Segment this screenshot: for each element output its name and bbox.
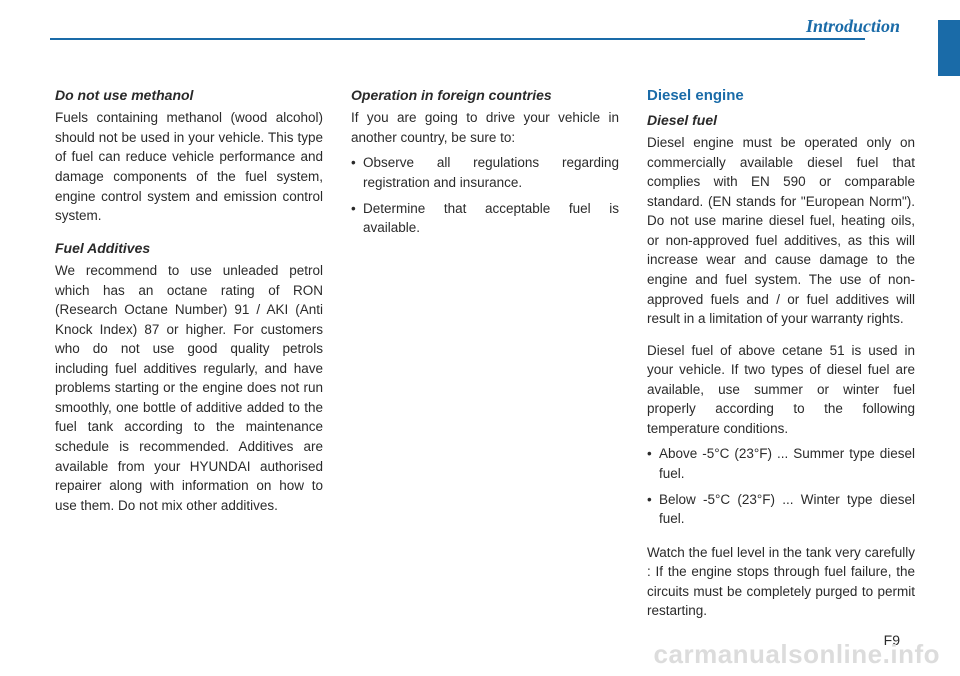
foreign-bullets: Observe all regulations regarding regist… <box>351 153 619 237</box>
foreign-body: If you are going to drive your vehicle i… <box>351 108 619 147</box>
cetane-body: Diesel fuel of above cetane 51 is used i… <box>647 341 915 439</box>
foreign-bullet-2: Determine that acceptable fuel is availa… <box>351 199 619 238</box>
foreign-bullet-1: Observe all regulations regarding regist… <box>351 153 619 192</box>
additives-heading: Fuel Additives <box>55 238 323 258</box>
temp-bullets: Above -5°C (23°F) ... Summer type diesel… <box>647 444 915 528</box>
header-divider <box>50 38 865 40</box>
watermark: carmanualsonline.info <box>654 639 940 670</box>
methanol-body: Fuels containing methanol (wood alcohol)… <box>55 108 323 225</box>
column-3: Diesel engine Diesel fuel Diesel engine … <box>647 85 915 633</box>
diesel-fuel-heading: Diesel fuel <box>647 110 915 130</box>
side-tab <box>938 20 960 76</box>
page-header-title: Introduction <box>806 16 900 37</box>
foreign-heading: Operation in foreign countries <box>351 85 619 105</box>
diesel-fuel-body: Diesel engine must be operated only on c… <box>647 133 915 329</box>
methanol-heading: Do not use methanol <box>55 85 323 105</box>
additives-body: We recommend to use unleaded petrol whic… <box>55 261 323 515</box>
diesel-engine-heading: Diesel engine <box>647 85 915 107</box>
content-area: Do not use methanol Fuels containing met… <box>55 85 915 633</box>
column-1: Do not use methanol Fuels containing met… <box>55 85 323 633</box>
column-2: Operation in foreign countries If you ar… <box>351 85 619 633</box>
fuel-level-body: Watch the fuel level in the tank very ca… <box>647 543 915 621</box>
temp-bullet-2: Below -5°C (23°F) ... Winter type diesel… <box>647 490 915 529</box>
temp-bullet-1: Above -5°C (23°F) ... Summer type diesel… <box>647 444 915 483</box>
